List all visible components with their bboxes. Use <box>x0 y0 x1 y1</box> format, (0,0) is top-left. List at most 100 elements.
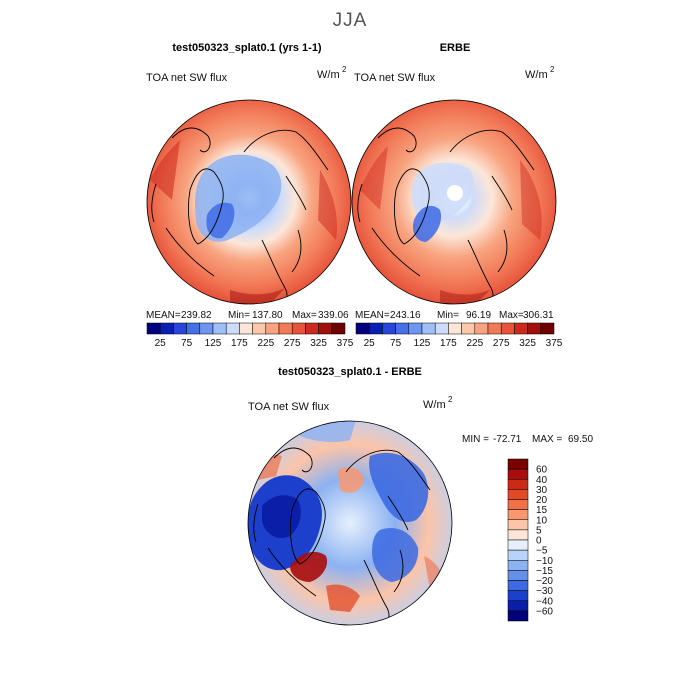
model-variable-label: TOA net SW flux <box>146 72 228 84</box>
model-colorbar-swatch <box>186 322 201 335</box>
obs-max-value: 306.31 <box>523 310 554 321</box>
diff-colorbar-tick-label: −30 <box>536 586 553 597</box>
diff-colorbar-swatch <box>507 549 529 561</box>
obs-max-label: Max= <box>499 310 524 321</box>
diff-unit-base: W/m <box>423 399 446 411</box>
obs-colorbar-swatch <box>368 322 383 335</box>
diff-colorbar-tick-label: 60 <box>536 465 548 476</box>
obs-colorbar-swatch <box>448 322 462 335</box>
model-min-value: 137.80 <box>252 310 283 321</box>
model-map <box>146 99 352 305</box>
obs-colorbar-tick-label: 125 <box>414 338 431 349</box>
obs-min-value: 96.19 <box>466 310 491 321</box>
obs-colorbar-swatch <box>527 322 542 335</box>
diff-variable-label: TOA net SW flux <box>248 401 330 413</box>
obs-unit-base: W/m <box>525 69 548 81</box>
model-mean-label: MEAN= <box>146 310 181 321</box>
model-colorbar-swatch <box>173 322 187 335</box>
model-colorbar-tick-label: 275 <box>284 338 301 349</box>
model-colorbar-tick-label: 225 <box>257 338 274 349</box>
obs-colorbar-tick-label: 275 <box>493 338 510 349</box>
diff-colorbar-tick-label: −10 <box>536 556 553 567</box>
obs-colorbar-tick-label: 325 <box>519 338 536 349</box>
obs-colorbar-tick-label: 175 <box>440 338 457 349</box>
obs-mean-value: 243.16 <box>390 310 421 321</box>
model-stats: MEAN= 239.82 Min= 137.80 Max= 339.06 <box>146 310 349 321</box>
model-colorbar-swatch <box>291 322 306 335</box>
diff-colorbar-swatch <box>507 580 529 591</box>
obs-colorbar-swatch <box>487 322 502 335</box>
model-colorbar-swatch <box>305 322 319 335</box>
diff-colorbar-swatch <box>507 458 529 470</box>
obs-stats: MEAN= 243.16 Min= 96.19 Max= 306.31 <box>355 310 554 321</box>
model-colorbar: 25 75 125 175 225 275 325 375 <box>146 322 354 349</box>
obs-panel-title: ERBE <box>440 42 471 54</box>
obs-map <box>351 99 557 305</box>
model-unit-label: W/m 2 <box>317 65 347 81</box>
model-colorbar-tick-label: 325 <box>310 338 327 349</box>
diff-colorbar-swatch <box>507 519 529 531</box>
diff-colorbar-swatch <box>507 489 529 500</box>
model-unit-base: W/m <box>317 69 340 81</box>
model-mean-value: 239.82 <box>181 310 212 321</box>
obs-colorbar-swatch <box>408 322 423 335</box>
diff-map <box>247 420 453 626</box>
model-panel: test050323_splat0.1 (yrs 1-1) TOA net SW… <box>146 42 354 349</box>
model-colorbar-swatch <box>252 322 267 335</box>
diff-colorbar-tick-label: −40 <box>536 596 553 607</box>
diff-colorbar-swatch <box>507 570 529 581</box>
obs-colorbar-swatch <box>434 322 449 335</box>
diff-colorbar-tick-label: −60 <box>536 606 553 617</box>
diff-panel: test050323_splat0.1 - ERBE TOA net SW fl… <box>247 366 593 626</box>
obs-colorbar-swatch <box>355 322 370 335</box>
diff-max-label: MAX = <box>532 434 562 445</box>
model-unit-exponent: 2 <box>342 65 347 74</box>
model-panel-title: test050323_splat0.1 (yrs 1-1) <box>172 42 322 54</box>
obs-colorbar-tick-label: 375 <box>546 338 563 349</box>
diff-colorbar-swatch <box>507 560 529 571</box>
diff-colorbar-tick-label: 40 <box>536 475 548 486</box>
model-colorbar-swatch <box>212 322 227 335</box>
diff-colorbar-tick-label: 5 <box>536 525 542 536</box>
diff-colorbar-swatch <box>507 509 529 520</box>
model-colorbar-tick-label: 375 <box>337 338 354 349</box>
obs-colorbar-swatch <box>474 322 489 335</box>
diff-colorbar-swatch <box>507 499 529 510</box>
model-min-label: Min= <box>228 310 250 321</box>
diff-colorbar-tick-label: 15 <box>536 505 548 516</box>
diff-min-label: MIN = <box>462 434 489 445</box>
model-colorbar-swatch <box>225 322 240 335</box>
model-colorbar-swatch <box>318 322 333 335</box>
obs-colorbar-swatch <box>500 322 515 335</box>
diff-colorbar-tick-label: 20 <box>536 495 548 506</box>
obs-colorbar-tick-label: 75 <box>390 338 402 349</box>
obs-min-label: Min= <box>437 310 459 321</box>
model-max-label: Max= <box>292 310 317 321</box>
model-colorbar-swatch <box>199 322 214 335</box>
obs-unit-label: W/m 2 <box>525 65 555 81</box>
diff-colorbar-tick-label: −5 <box>536 546 548 557</box>
model-colorbar-swatch <box>146 322 161 335</box>
figure-title: JJA <box>333 10 368 31</box>
obs-colorbar-swatch <box>540 322 555 335</box>
obs-colorbar-swatch <box>395 322 410 335</box>
diff-colorbar-tick-label: 30 <box>536 485 548 496</box>
diff-colorbar-tick-label: 10 <box>536 515 548 526</box>
model-colorbar-swatch <box>239 322 253 335</box>
diff-colorbar-tick-label: 0 <box>536 536 542 547</box>
diff-colorbar-swatch <box>507 590 529 601</box>
obs-colorbar-tick-label: 225 <box>466 338 483 349</box>
diff-colorbar-tick-label: −20 <box>536 576 553 587</box>
model-colorbar-tick-label: 25 <box>155 338 167 349</box>
model-colorbar-tick-label: 75 <box>181 338 193 349</box>
model-colorbar-swatch <box>265 322 280 335</box>
diff-colorbar-swatch <box>507 610 529 622</box>
diff-max-value: 69.50 <box>568 434 593 445</box>
model-colorbar-swatch <box>159 322 174 335</box>
obs-colorbar-swatch <box>421 322 436 335</box>
obs-colorbar-swatch <box>514 322 528 335</box>
diff-colorbar-tick-label: −15 <box>536 566 553 577</box>
diff-colorbar-swatch <box>507 479 529 490</box>
